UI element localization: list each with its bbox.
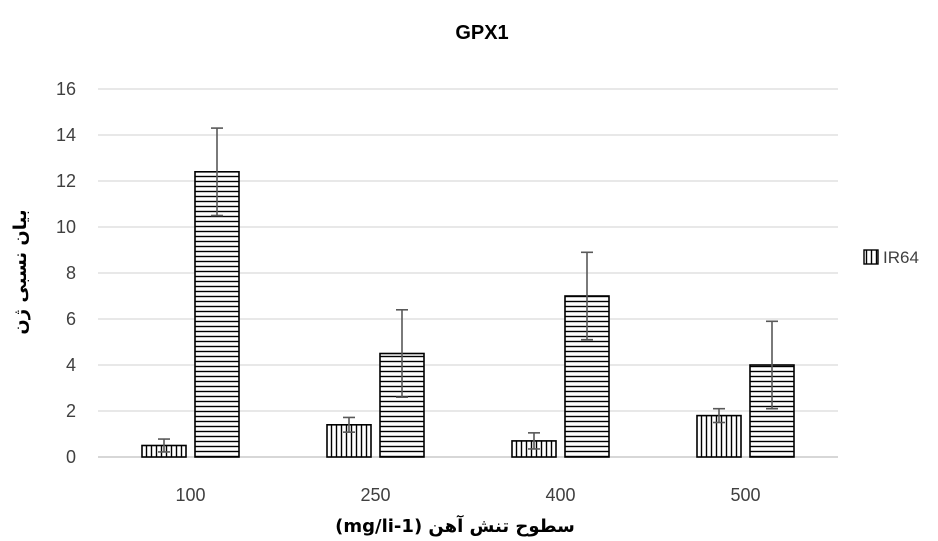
y-tick-label: 16	[56, 79, 76, 99]
chart-title: GPX1	[455, 22, 508, 44]
legend-label: IR64	[883, 248, 919, 267]
legend-swatch	[863, 249, 879, 265]
y-axis-label: بیان نسبی ژن	[10, 209, 31, 334]
legend: IR64	[863, 248, 919, 267]
y-tick-label: 2	[66, 401, 76, 421]
y-tick-label: 0	[66, 447, 76, 467]
y-tick-label: 10	[56, 217, 76, 237]
y-tick-labels: 0 2 4 6 8 10 12 14 16	[56, 79, 76, 467]
y-tick-label: 6	[66, 309, 76, 329]
x-tick-label: 100	[175, 485, 205, 505]
x-axis-label: سطوح تنش آهن (mg/li-1)	[335, 514, 575, 537]
x-tick-label: 500	[730, 485, 760, 505]
bar	[194, 171, 240, 458]
x-tick-label: 250	[360, 485, 390, 505]
y-tick-label: 14	[56, 125, 76, 145]
y-tick-label: 8	[66, 263, 76, 283]
bars	[141, 171, 795, 458]
x-tick-label: 400	[545, 485, 575, 505]
y-tick-label: 4	[66, 355, 76, 375]
y-tick-label: 12	[56, 171, 76, 191]
x-tick-labels: 100 250 400 500	[175, 485, 760, 505]
error-bars	[158, 127, 778, 453]
